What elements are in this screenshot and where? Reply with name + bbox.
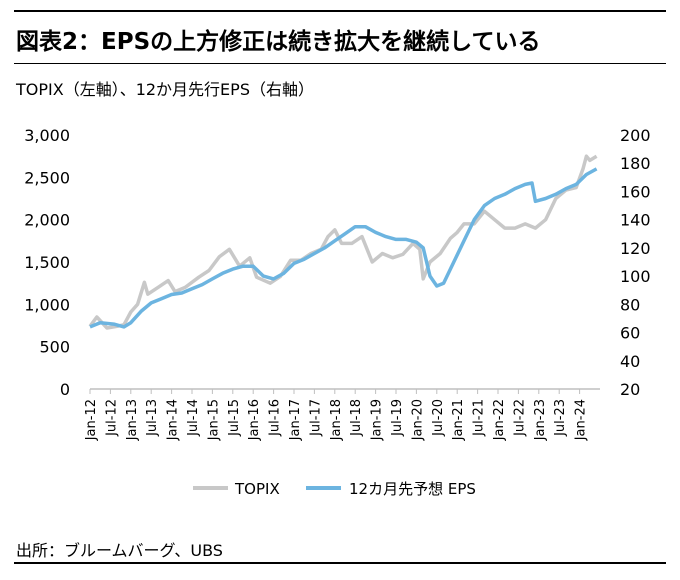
eps-topix-chart: 3,000 2,500 2,000 1,500 1,000 500 0 200 180 160 1… [24, 126, 651, 498]
x-axis-ticks: Jan-12 Jul-12 Jan-13 Jul-13 Jan-14 Jul-14 Jan-… [84, 389, 589, 441]
x-tick-label: Jan-14 [166, 399, 181, 441]
series-line-topix [88, 154, 598, 330]
x-tick-label: Jan-13 [125, 399, 140, 441]
top-rule [14, 10, 666, 12]
right-tick-label: 200 [620, 126, 651, 145]
x-tick-label: Jan-18 [329, 399, 344, 441]
title-underline [14, 63, 666, 64]
bottom-rule [14, 562, 666, 564]
x-tick-label: Jul-17 [308, 399, 323, 437]
left-tick-label: 1,000 [24, 295, 70, 314]
right-tick-label: 120 [620, 239, 651, 258]
right-tick-label: 160 [620, 182, 651, 201]
left-tick-label: 2,500 [24, 168, 70, 187]
left-tick-label: 3,000 [24, 126, 70, 145]
x-tick-label: Jul-21 [472, 399, 487, 437]
x-tick-label: Jan-15 [206, 399, 221, 441]
x-tick-label: Jan-20 [410, 399, 425, 441]
x-tick-label: Jan-19 [370, 399, 385, 441]
x-tick-label: Jan-24 [574, 399, 589, 441]
x-tick-label: Jul-18 [349, 399, 364, 437]
source-note: 出所：ブルームバーグ、UBS [16, 541, 223, 560]
x-tick-label: Jul-23 [553, 399, 568, 437]
x-tick-label: Jan-21 [451, 399, 466, 441]
left-axis-ticks: 3,000 2,500 2,000 1,500 1,000 500 0 [24, 126, 70, 399]
left-tick-label: 1,500 [24, 253, 70, 272]
x-tick-label: Jul-16 [268, 399, 283, 437]
x-tick-label: Jul-15 [227, 399, 242, 437]
series-line-eps [89, 167, 598, 329]
legend: TOPIX 12カ月先予想 EPS [193, 480, 476, 498]
x-tick-label: Jul-19 [390, 399, 405, 437]
right-tick-label: 80 [620, 295, 640, 314]
x-tick-label: Jan-17 [288, 399, 303, 441]
left-tick-label: 2,000 [24, 211, 70, 230]
right-tick-label: 180 [620, 154, 651, 173]
x-tick-label: Jul-20 [431, 399, 446, 437]
x-tick-label: Jul-12 [104, 399, 119, 437]
right-tick-label: 20 [620, 380, 640, 399]
right-tick-label: 40 [620, 352, 640, 371]
right-tick-label: 140 [620, 211, 651, 230]
left-tick-label: 0 [60, 380, 70, 399]
x-tick-label: Jul-13 [145, 399, 160, 437]
x-tick-label: Jan-23 [533, 399, 548, 441]
x-tick-label: Jul-14 [186, 399, 201, 437]
figure-title: 図表2：EPSの上方修正は続き拡大を継続している [16, 29, 541, 55]
right-tick-label: 60 [620, 324, 640, 343]
x-tick-label: Jan-16 [247, 399, 262, 441]
x-tick-label: Jan-12 [84, 399, 99, 441]
left-tick-label: 500 [39, 338, 70, 357]
right-tick-label: 100 [620, 267, 651, 286]
x-tick-label: Jan-22 [492, 399, 507, 441]
legend-label-eps: 12カ月先予想 EPS [349, 480, 476, 498]
figure-subtitle: TOPIX（左軸）、12か月先行EPS（右軸） [16, 80, 314, 99]
x-tick-label: Jul-22 [512, 399, 527, 437]
right-axis-ticks: 200 180 160 140 120 100 80 60 40 20 [620, 126, 651, 399]
legend-label-topix: TOPIX [234, 480, 280, 498]
